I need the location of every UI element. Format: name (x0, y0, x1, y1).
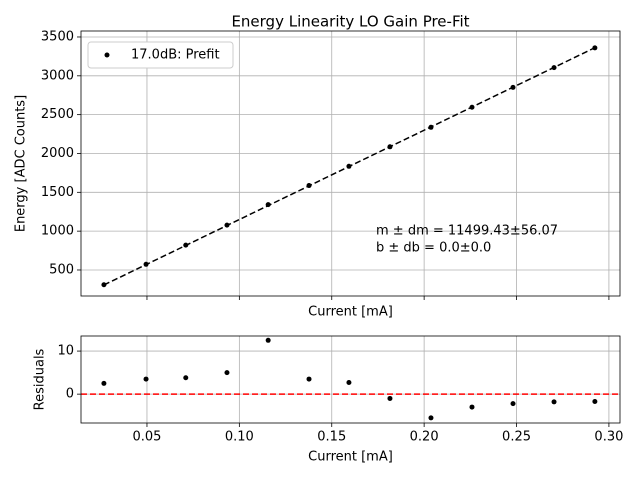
x-tick-label: 0.05 (132, 430, 161, 445)
y-tick-label: 500 (49, 262, 74, 277)
x-tick-label: 0.25 (502, 430, 531, 445)
annotation: b ± db = 0.0±0.0 (376, 241, 491, 256)
data-point (428, 415, 434, 421)
axes-frame (80, 335, 621, 424)
data-point (387, 395, 393, 401)
x-tick-label: 0.20 (410, 430, 439, 445)
legend-marker (104, 52, 110, 58)
data-point (183, 375, 189, 381)
x-axis-label: Current [mA] (308, 305, 393, 320)
y-tick-label: 1500 (41, 185, 74, 200)
legend-box (87, 41, 234, 69)
fit-line (103, 47, 596, 286)
x-tick-label: 0.15 (317, 430, 346, 445)
data-point (469, 404, 475, 410)
data-point (592, 398, 598, 404)
x-tick-label: 0.10 (225, 430, 254, 445)
data-point (101, 380, 107, 386)
x-axis-label: Current [mA] (308, 450, 393, 465)
y-tick-label: 10 (57, 344, 74, 359)
y-tick-label: 3500 (41, 29, 74, 44)
legend-label: 17.0dB: Prefit (131, 48, 220, 63)
y-tick-label: 3000 (41, 68, 74, 83)
y-tick-label: 0 (66, 387, 74, 402)
axes-frame (80, 30, 621, 297)
y-axis-label: Energy [ADC Counts] (14, 95, 29, 232)
data-point (224, 370, 230, 376)
data-point (143, 376, 149, 382)
data-point (306, 376, 312, 382)
y-axis-label: Residuals (33, 348, 48, 410)
x-tick-label: 0.30 (594, 430, 623, 445)
y-tick-label: 1000 (41, 224, 74, 239)
data-point (346, 380, 352, 386)
annotation: m ± dm = 11499.43±56.07 (376, 224, 558, 239)
data-point (551, 399, 557, 405)
chart-title: Energy Linearity LO Gain Pre-Fit (231, 13, 469, 31)
data-point (510, 401, 516, 407)
data-point (265, 337, 271, 343)
y-tick-label: 2000 (41, 146, 74, 161)
y-tick-label: 2500 (41, 107, 74, 122)
